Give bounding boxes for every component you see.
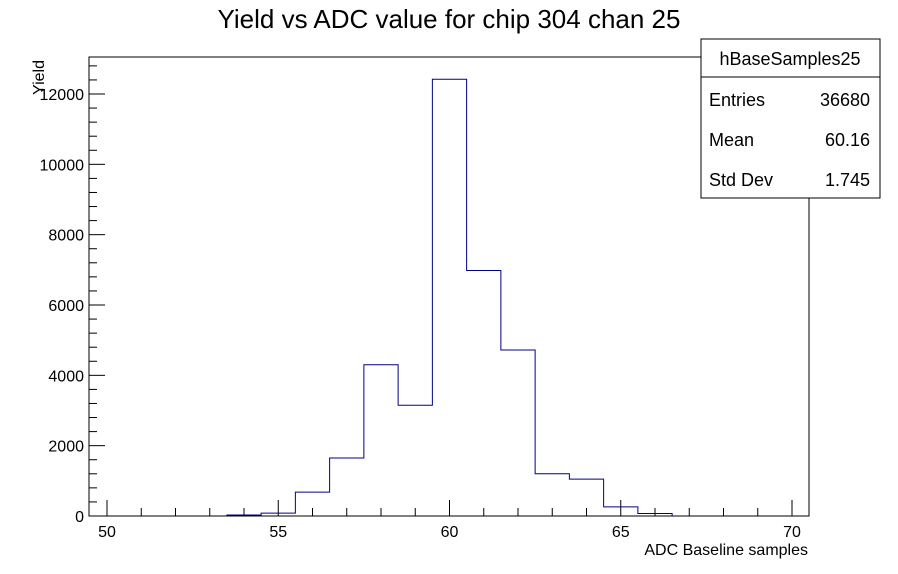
histogram-bin [432, 79, 466, 516]
histogram-bin [501, 350, 535, 516]
histogram-bin [364, 365, 398, 516]
histogram-bin [569, 479, 603, 516]
histogram-bars [227, 79, 672, 516]
y-tick-label: 8000 [48, 228, 84, 245]
y-axis-title: Yield [31, 60, 48, 95]
stats-stddev-value: 1.745 [825, 170, 870, 190]
chart-title: Yield vs ADC value for chip 304 chan 25 [218, 4, 681, 34]
stats-entries-value: 36680 [820, 90, 870, 110]
histogram-bin [604, 507, 638, 516]
stats-box: hBaseSamples25 Entries 36680 Mean 60.16 … [700, 38, 881, 199]
x-tick-label: 55 [269, 524, 287, 541]
x-tick-label: 70 [783, 524, 801, 541]
y-axis: 0 2000 4000 6000 8000 10000 12000 [40, 65, 105, 526]
x-axis-title: ADC Baseline samples [644, 542, 808, 559]
histogram-bin [330, 458, 364, 516]
y-tick-label: 0 [75, 509, 84, 526]
stats-mean-label: Mean [709, 130, 754, 150]
x-tick-label: 60 [441, 524, 459, 541]
y-tick-label: 2000 [48, 439, 84, 456]
histogram-bin [467, 271, 501, 516]
y-tick-label: 4000 [48, 368, 84, 385]
y-tick-label: 10000 [40, 157, 85, 174]
stats-stddev-label: Std Dev [709, 170, 773, 190]
y-tick-label: 12000 [40, 87, 85, 104]
stats-box-frame [700, 38, 881, 199]
histogram-bin [295, 492, 329, 516]
histogram-outline [226, 78, 673, 516]
stats-entries-label: Entries [709, 90, 765, 110]
histogram-bin [398, 405, 432, 516]
stats-histogram-name: hBaseSamples25 [719, 49, 860, 69]
x-tick-label: 50 [98, 524, 116, 541]
histogram-bin [535, 474, 569, 516]
stats-mean-value: 60.16 [825, 130, 870, 150]
x-tick-label: 65 [612, 524, 630, 541]
y-tick-label: 6000 [48, 298, 84, 315]
